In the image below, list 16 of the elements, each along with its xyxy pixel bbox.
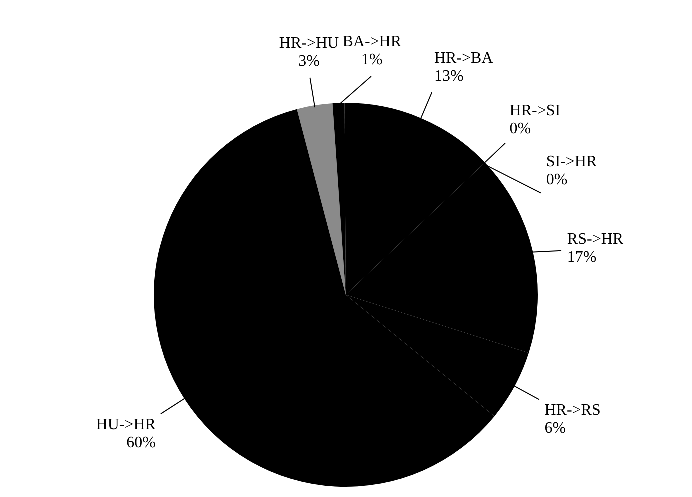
slice-label: HR->RS (544, 402, 601, 419)
data-label: 60% (126, 434, 156, 452)
slice-label: HR->BA (434, 50, 494, 68)
data-label: 17% (567, 248, 597, 266)
data-label: 1% (361, 52, 383, 69)
data-label: 13% (434, 68, 464, 86)
data-label: 6% (544, 420, 566, 437)
slice-label: HR->HU (279, 35, 340, 52)
data-label: 3% (298, 53, 320, 70)
slice-label: HU->HR (96, 416, 156, 434)
slice-label: RS->HR (567, 230, 624, 248)
slice-label: BA->HR (342, 34, 402, 51)
category-label: SI->HR (546, 154, 598, 171)
text: 0% (546, 172, 568, 189)
text: 0% (510, 120, 532, 138)
category-label: HR->SI (510, 102, 561, 120)
